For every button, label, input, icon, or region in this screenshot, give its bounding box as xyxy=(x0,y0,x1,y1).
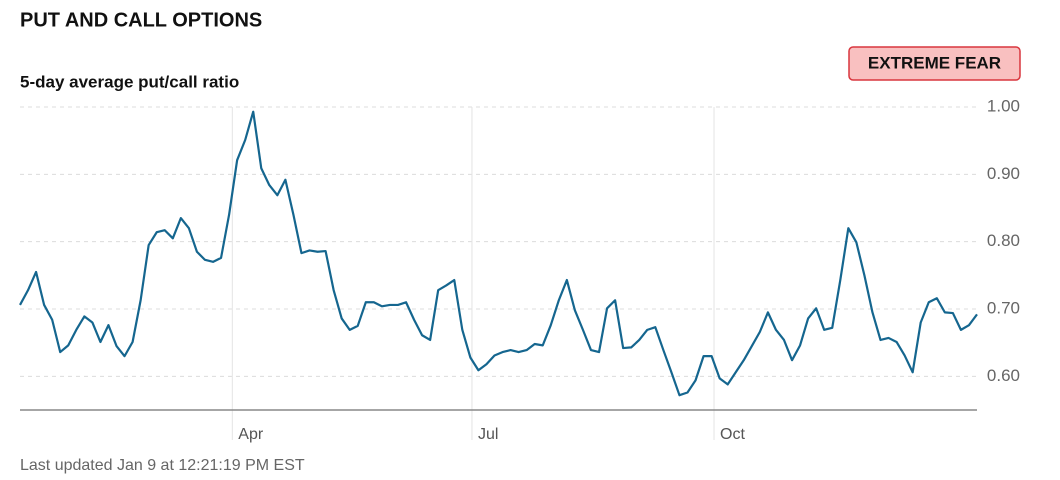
y-tick-label: 0.90 xyxy=(987,164,1020,183)
y-tick-label: 0.60 xyxy=(987,366,1020,385)
y-tick-label: 0.70 xyxy=(987,298,1020,317)
y-tick-label: 1.00 xyxy=(987,96,1020,115)
x-tick-label: Jul xyxy=(478,426,498,443)
chart-title: PUT AND CALL OPTIONS xyxy=(20,9,262,31)
badge-box xyxy=(848,46,1021,81)
chart-subtitle: 5-day average put/call ratio xyxy=(20,72,239,91)
x-tick-label: Oct xyxy=(720,426,745,443)
x-tick-label: Apr xyxy=(238,426,264,443)
data-line xyxy=(19,110,978,397)
badge: EXTREME FEAR xyxy=(868,53,1001,72)
footer: Last updated Jan 9 at 12:21:19 PM EST xyxy=(20,457,305,474)
y-tick-label: 0.80 xyxy=(987,231,1020,250)
